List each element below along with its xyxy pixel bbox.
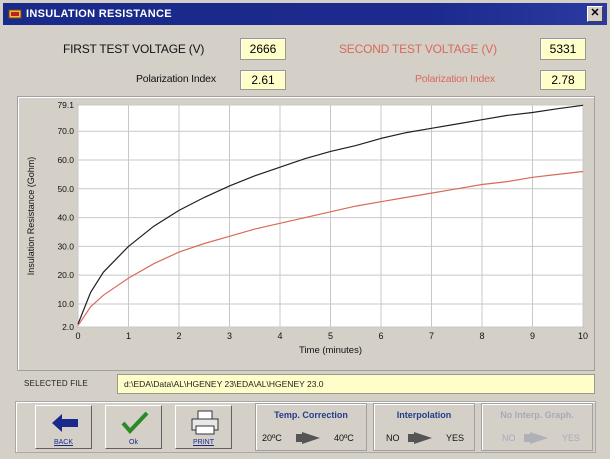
second-voltage-value: 5331 bbox=[540, 38, 586, 60]
x-axis-label: Time (minutes) bbox=[299, 345, 362, 356]
back-button[interactable]: BACK bbox=[35, 405, 92, 449]
app-icon bbox=[8, 7, 22, 21]
series-line-1 bbox=[77, 104, 584, 325]
x-tick-label: 5 bbox=[328, 331, 333, 341]
no-interp-graph-toggle-icon bbox=[524, 432, 548, 444]
x-tick-label: 1 bbox=[126, 331, 131, 341]
y-axis-label: Insulation Resistance (Gohm) bbox=[26, 157, 36, 276]
series-line-2 bbox=[77, 170, 584, 326]
ok-button-label: Ok bbox=[129, 439, 138, 446]
y-tick-label: 79.1 bbox=[57, 100, 74, 110]
second-voltage-label: SECOND TEST VOLTAGE (V) bbox=[339, 42, 497, 56]
pi-first-label: Polarization Index bbox=[136, 73, 216, 85]
x-tick-label: 2 bbox=[176, 331, 181, 341]
checkmark-icon bbox=[121, 411, 149, 434]
bottom-toolbar bbox=[15, 401, 596, 453]
no-interp-graph-group: No Interp. Graph. NO YES bbox=[481, 403, 593, 451]
y-tick-label: 10.0 bbox=[57, 299, 74, 309]
no-interp-graph-off-label: NO bbox=[502, 433, 516, 443]
no-interp-graph-on-label: YES bbox=[562, 433, 581, 443]
temp-correction-group: Temp. Correction 20ºC 40ºC bbox=[255, 403, 367, 451]
y-tick-label: 40.0 bbox=[57, 213, 74, 223]
x-tick-label: 9 bbox=[530, 331, 535, 341]
pi-second-label: Polarization Index bbox=[415, 73, 495, 85]
interpolation-toggle-icon[interactable] bbox=[406, 430, 436, 446]
y-tick-label: 50.0 bbox=[57, 184, 74, 194]
y-tick-label: 70.0 bbox=[57, 126, 74, 136]
insulation-resistance-chart: 0 1 2 3 4 5 6 7 8 9 10 2.0 10.0 20.0 30.0 40.0 50.0 60.0 7… bbox=[26, 100, 588, 356]
interpolation-group: Interpolation NO YES bbox=[373, 403, 475, 451]
interpolation-title: Interpolation bbox=[396, 410, 452, 420]
selected-file-field: d:\EDA\Data\AL\HGENEY 23\EDA\AL\HGENEY 2… bbox=[117, 374, 595, 394]
y-tick-label: 60.0 bbox=[57, 155, 74, 165]
x-tick-label: 0 bbox=[75, 331, 80, 341]
y-tick-label: 20.0 bbox=[57, 270, 74, 280]
x-tick-label: 6 bbox=[378, 331, 383, 341]
printer-icon bbox=[191, 410, 219, 435]
y-tick-label: 30.0 bbox=[57, 241, 74, 251]
temp-correction-title: Temp. Correction bbox=[274, 410, 348, 420]
temp-correction-on-label: 40ºC bbox=[334, 433, 354, 443]
selected-file-label: SELECTED FILE bbox=[24, 379, 88, 388]
pi-second-value: 2.78 bbox=[540, 70, 586, 90]
title-bar: INSULATION RESISTANCE ✕ bbox=[3, 3, 607, 25]
x-tick-label: 3 bbox=[227, 331, 232, 341]
first-voltage-value: 2666 bbox=[240, 38, 286, 60]
no-interp-graph-title: No Interp. Graph. bbox=[500, 410, 574, 420]
ok-button[interactable]: Ok bbox=[105, 405, 162, 449]
interpolation-on-label: YES bbox=[446, 433, 465, 443]
back-button-label: BACK bbox=[53, 439, 74, 446]
chart-frame: 0 1 2 3 4 5 6 7 8 9 10 2.0 10.0 20.0 30.0 40.0 50.0 60.0 7… bbox=[17, 96, 595, 371]
x-tick-label: 4 bbox=[277, 331, 282, 341]
temp-correction-off-label: 20ºC bbox=[262, 433, 282, 443]
x-tick-label: 8 bbox=[479, 331, 484, 341]
x-tick-label: 10 bbox=[578, 331, 588, 341]
pi-first-value: 2.61 bbox=[240, 70, 286, 90]
window-title: INSULATION RESISTANCE bbox=[26, 8, 172, 20]
x-tick-label: 7 bbox=[429, 331, 434, 341]
first-voltage-label: FIRST TEST VOLTAGE (V) bbox=[63, 42, 205, 56]
print-button-label: PRINT bbox=[193, 439, 214, 446]
y-tick-label: 2.0 bbox=[62, 322, 74, 332]
interpolation-off-label: NO bbox=[386, 433, 400, 443]
back-arrow-icon bbox=[52, 414, 78, 432]
temp-correction-toggle-icon[interactable] bbox=[294, 430, 324, 446]
print-button[interactable]: PRINT bbox=[175, 405, 232, 449]
close-button[interactable]: ✕ bbox=[587, 6, 603, 22]
